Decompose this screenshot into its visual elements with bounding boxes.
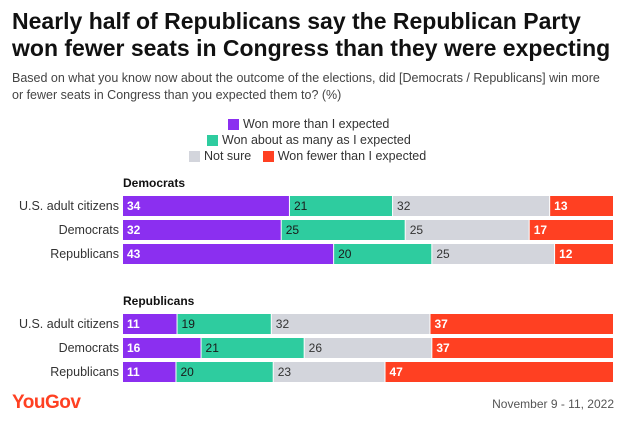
bar-segment-same <box>334 244 432 264</box>
data-label: 26 <box>309 341 323 355</box>
bar-segment-more <box>123 196 289 216</box>
chart-title: Nearly half of Republicans say the Repub… <box>12 8 611 61</box>
legend-row-1: Won more than I expected <box>228 117 397 133</box>
legend-label-fewer: Won fewer than I expected <box>277 149 427 163</box>
data-label: 19 <box>182 317 196 331</box>
bar-segment-not_sure <box>271 314 430 334</box>
bar-segment-not_sure <box>432 244 555 264</box>
bar-segment-fewer <box>550 196 613 216</box>
bar-segment-fewer <box>529 220 613 240</box>
bar-segment-not_sure <box>273 362 385 382</box>
legend-item-more: Won more than I expected <box>228 117 389 131</box>
legend-item-same: Won about as many as I expected <box>207 133 411 147</box>
data-label: 25 <box>286 223 300 237</box>
data-label: 11 <box>127 317 140 331</box>
bar-segment-not_sure <box>405 220 529 240</box>
bar-segment-fewer <box>555 244 613 264</box>
data-label: 23 <box>278 365 292 379</box>
data-label: 17 <box>534 223 548 237</box>
legend-item-fewer: Won fewer than I expected <box>262 149 427 163</box>
bar-segment-same <box>281 220 405 240</box>
bar-segment-more <box>123 314 177 334</box>
data-label: 37 <box>434 317 448 331</box>
data-label: 12 <box>559 247 573 261</box>
legend-label-same: Won about as many as I expected <box>222 133 411 147</box>
bar-segment-more <box>123 220 281 240</box>
legend-swatch-fewer <box>262 150 274 162</box>
bar-segment-fewer <box>430 314 613 334</box>
bar-segment-more <box>123 338 201 358</box>
bar-segment-same <box>176 362 273 382</box>
data-label: 25 <box>436 247 450 261</box>
data-label: 32 <box>397 199 411 213</box>
group-label: Republicans <box>123 294 195 308</box>
bar-segment-more <box>123 362 176 382</box>
data-label: 32 <box>276 317 290 331</box>
legend-swatch-same <box>207 134 218 146</box>
bar-segment-not_sure <box>393 196 550 216</box>
legend-item-not-sure: Not sure <box>189 149 251 163</box>
legend-row-3: Not sure Won fewer than I expected <box>189 149 434 165</box>
data-label: 34 <box>127 199 141 213</box>
legend-swatch-more <box>228 118 239 130</box>
data-label: 20 <box>180 365 194 379</box>
bar-segment-same <box>289 196 393 216</box>
stacked-bar-chart: Democrats U.S. adult citizens 34 21 32 13 Demo… <box>19 176 613 382</box>
data-label: 13 <box>554 199 568 213</box>
legend-swatch-not-sure <box>189 150 200 162</box>
data-label: 21 <box>294 199 308 213</box>
bar-segment-more <box>123 244 334 264</box>
bar-segment-fewer <box>385 362 613 382</box>
legend-label-not-sure: Not sure <box>204 149 252 163</box>
row-label: Republicans <box>50 247 119 261</box>
group-label: Democrats <box>123 176 185 190</box>
data-label: 37 <box>436 341 450 355</box>
row-label: Republicans <box>50 365 119 379</box>
chart-subtitle: Based on what you know now about the out… <box>12 71 600 102</box>
data-label: 21 <box>206 341 220 355</box>
yougov-logo: YouGov <box>12 392 81 413</box>
bar-segment-fewer <box>432 338 613 358</box>
row-label: Democrats <box>59 223 119 237</box>
row-label: U.S. adult citizens <box>19 199 119 213</box>
bar-segment-same <box>201 338 304 358</box>
legend-row-2: Won about as many as I expected <box>207 133 419 149</box>
survey-date: November 9 - 11, 2022 <box>492 397 614 411</box>
row-label: U.S. adult citizens <box>19 317 119 331</box>
row-label: Democrats <box>59 341 119 355</box>
data-label: 25 <box>410 223 424 237</box>
data-label: 16 <box>127 341 141 355</box>
legend-label-more: Won more than I expected <box>243 117 390 131</box>
data-label: 47 <box>390 365 404 379</box>
data-label: 32 <box>127 223 141 237</box>
data-label: 43 <box>127 247 141 261</box>
bar-segment-same <box>177 314 271 334</box>
bar-segment-not_sure <box>304 338 432 358</box>
data-label: 11 <box>127 365 140 379</box>
data-label: 20 <box>338 247 352 261</box>
